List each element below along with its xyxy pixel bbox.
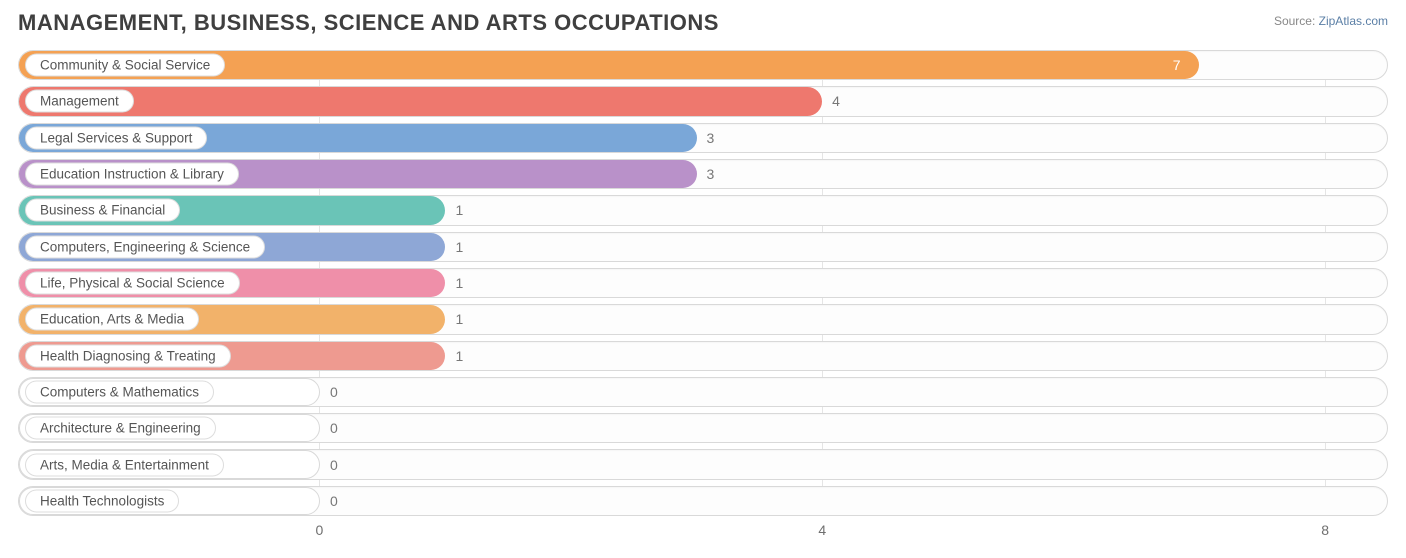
bar-label: Computers, Engineering & Science <box>25 235 265 258</box>
bar-row: Life, Physical & Social Science 1 <box>18 268 1388 298</box>
bar-value: 0 <box>330 384 338 400</box>
bar-label: Legal Services & Support <box>25 126 207 149</box>
bar-row: Education Instruction & Library 3 <box>18 159 1388 189</box>
bars-wrap: Community & Social Service 7 Management 4 Le… <box>18 50 1388 516</box>
bar-label: Architecture & Engineering <box>25 417 216 440</box>
bar-label: Life, Physical & Social Science <box>25 272 240 295</box>
x-tick-label: 0 <box>315 522 323 538</box>
bar-label: Health Technologists <box>25 489 179 512</box>
bar-value: 0 <box>330 457 338 473</box>
bar-list: Community & Social Service 7 Management 4 Le… <box>18 50 1388 516</box>
bar-row: Legal Services & Support 3 <box>18 123 1388 153</box>
source-link: ZipAtlas.com <box>1319 14 1388 28</box>
bar-label: Community & Social Service <box>25 54 225 77</box>
chart-area: Community & Social Service 7 Management 4 Le… <box>18 50 1388 544</box>
x-axis: 0 4 8 <box>18 520 1388 544</box>
bar-value: 0 <box>330 493 338 509</box>
bar-row: Architecture & Engineering 0 <box>18 413 1388 443</box>
chart-header: MANAGEMENT, BUSINESS, SCIENCE AND ARTS O… <box>18 10 1388 36</box>
bar-label: Education Instruction & Library <box>25 163 239 186</box>
bar-label: Education, Arts & Media <box>25 308 199 331</box>
bar-row: Computers & Mathematics 0 <box>18 377 1388 407</box>
bar-value: 1 <box>455 348 463 364</box>
bar-row: Arts, Media & Entertainment 0 <box>18 449 1388 479</box>
bar-row: Management 4 <box>18 86 1388 116</box>
bar-value: 1 <box>455 311 463 327</box>
bar-value: 4 <box>832 93 840 109</box>
x-tick-label: 8 <box>1321 522 1329 538</box>
chart-container: MANAGEMENT, BUSINESS, SCIENCE AND ARTS O… <box>0 0 1406 558</box>
bar-row: Health Technologists 0 <box>18 486 1388 516</box>
bar-value: 7 <box>1173 57 1181 73</box>
source-attribution: Source: ZipAtlas.com <box>1274 10 1388 28</box>
bar-fill <box>19 87 822 115</box>
bar-label: Computers & Mathematics <box>25 380 214 403</box>
bar-row: Community & Social Service 7 <box>18 50 1388 80</box>
bar-label: Management <box>25 90 134 113</box>
bar-value: 3 <box>707 166 715 182</box>
bar-label: Health Diagnosing & Treating <box>25 344 231 367</box>
bar-row: Business & Financial 1 <box>18 195 1388 225</box>
bar-value: 1 <box>455 275 463 291</box>
bar-value: 0 <box>330 420 338 436</box>
bar-row: Health Diagnosing & Treating 1 <box>18 341 1388 371</box>
source-label: Source: <box>1274 14 1315 28</box>
bar-label: Arts, Media & Entertainment <box>25 453 224 476</box>
bar-label: Business & Financial <box>25 199 180 222</box>
bar-value: 1 <box>455 202 463 218</box>
chart-title: MANAGEMENT, BUSINESS, SCIENCE AND ARTS O… <box>18 10 719 36</box>
bar-row: Computers, Engineering & Science 1 <box>18 232 1388 262</box>
bar-value: 1 <box>455 239 463 255</box>
x-tick-label: 4 <box>818 522 826 538</box>
bar-row: Education, Arts & Media 1 <box>18 304 1388 334</box>
bar-value: 3 <box>707 130 715 146</box>
